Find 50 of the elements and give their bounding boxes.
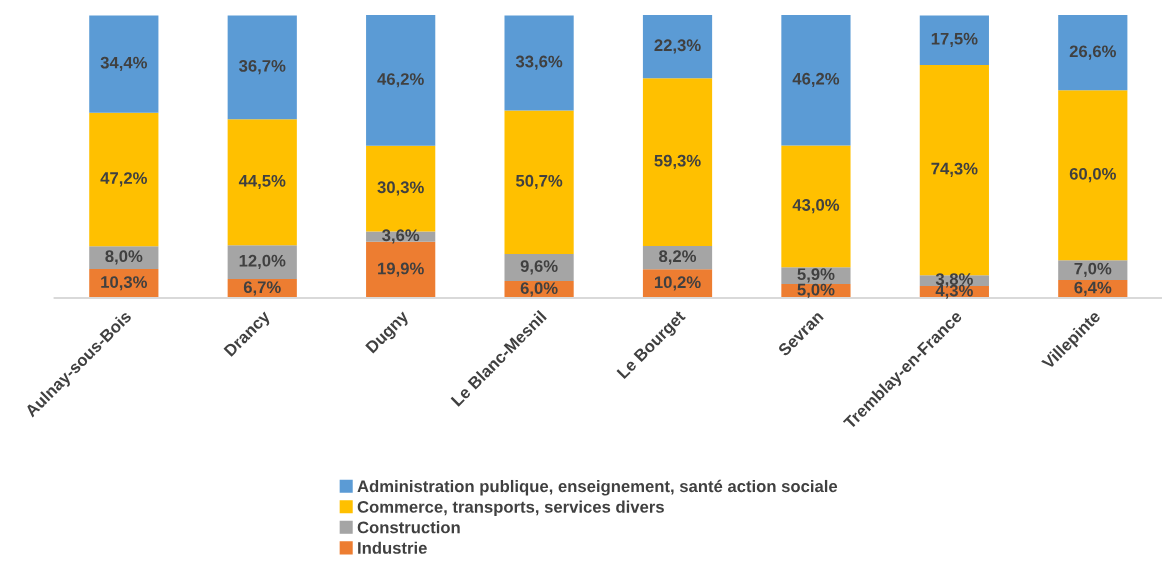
data-label: 47,2% <box>100 172 148 187</box>
data-label: 74,3% <box>931 162 978 177</box>
data-label: 6,7% <box>243 281 281 296</box>
bar <box>642 15 713 79</box>
bar <box>89 15 159 113</box>
data-label: 34,4% <box>100 56 148 71</box>
bar <box>642 78 713 246</box>
bar <box>919 15 989 65</box>
data-label: 7,0% <box>1074 262 1112 277</box>
data-label: 5,9% <box>797 268 835 283</box>
data-label: 44,5% <box>238 174 286 190</box>
data-label: 46,2% <box>377 73 424 88</box>
bar <box>1058 15 1128 91</box>
data-label: 50,7% <box>515 174 563 190</box>
data-label: 46,2% <box>792 72 840 88</box>
bar <box>781 15 851 146</box>
legend-label: Construction <box>357 521 460 534</box>
bar <box>89 112 159 247</box>
bar <box>781 145 851 268</box>
data-label: 6,0% <box>520 282 558 297</box>
data-label: 43,0% <box>792 199 840 214</box>
data-label: 60,0% <box>1069 167 1116 183</box>
bar <box>1058 90 1128 261</box>
data-label: 12,0% <box>239 254 286 270</box>
data-label: 19,9% <box>378 262 424 277</box>
data-label: 3,6% <box>382 229 420 244</box>
bar <box>227 119 297 246</box>
data-label: 22,3% <box>654 39 701 54</box>
data-label: 10,3% <box>101 276 148 291</box>
bar <box>504 15 574 111</box>
data-label: 30,3% <box>377 181 424 196</box>
legend-label: Industrie <box>358 541 427 554</box>
bar <box>504 110 574 254</box>
bar <box>227 245 297 280</box>
bar <box>366 15 436 146</box>
legend-label: Commerce, transports, services divers <box>357 500 664 517</box>
data-label: 8,2% <box>659 250 697 265</box>
data-label: 17,5% <box>931 32 978 48</box>
data-label: 9,6% <box>520 260 558 275</box>
data-label: 8,0% <box>105 250 143 265</box>
data-label: 5,0% <box>797 283 835 298</box>
bar <box>504 253 574 282</box>
data-label: 6,4% <box>1074 281 1112 296</box>
legend-label: Administration publique, enseignement, santé action sociale <box>357 479 838 496</box>
data-label: 36,7% <box>239 59 286 75</box>
bar <box>227 15 297 120</box>
data-label: 10,2% <box>654 276 701 291</box>
data-label: 59,3% <box>654 154 701 169</box>
data-label: 26,6% <box>1069 45 1116 60</box>
data-label: 33,6% <box>515 55 563 70</box>
